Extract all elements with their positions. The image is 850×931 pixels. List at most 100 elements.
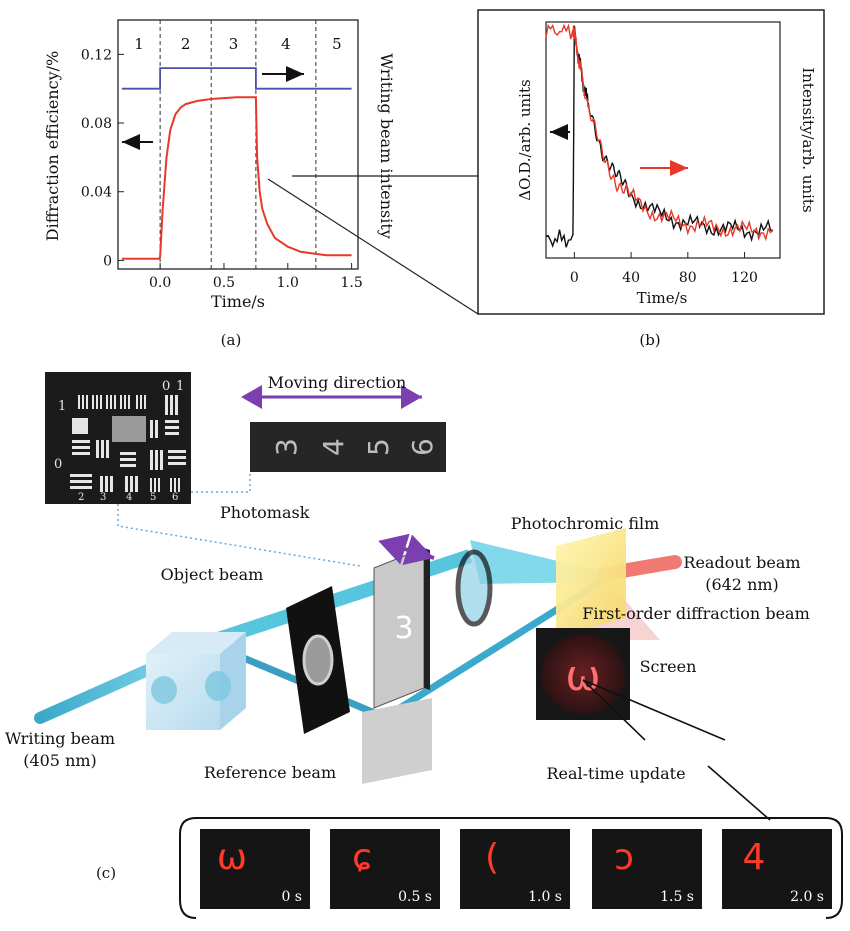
frame-background <box>460 829 570 909</box>
chart-a-series <box>121 67 352 260</box>
object-beam-label: Object beam <box>161 565 264 584</box>
photochromic-film-label: Photochromic film <box>511 514 660 533</box>
chart-a-x-ticks: 0.0 0.5 1.0 1.5 <box>149 263 363 291</box>
frame-1: ɕ 0.5 s <box>330 829 440 909</box>
frame-background <box>592 829 702 909</box>
reference-beam-label: Reference beam <box>204 763 336 782</box>
panel-label-b: (b) <box>639 331 660 349</box>
frame-time-label: 1.5 s <box>660 889 694 905</box>
photochromic-film <box>556 528 626 636</box>
screen: ω <box>536 628 630 720</box>
chart-a-frame <box>117 19 359 270</box>
sample-move-arrow <box>378 533 435 566</box>
update-connector-line <box>707 765 771 821</box>
panel-label-a: (a) <box>221 331 242 349</box>
photomask-image: 1 0 1 0 2 3 4 5 6 <box>45 372 191 504</box>
first-order-label: First-order diffraction beam <box>582 604 810 623</box>
sample-digit: 3 <box>394 611 413 646</box>
mask-digit: 2 <box>78 492 84 503</box>
chart-b-outer-frame <box>477 9 825 315</box>
frame-time-label: 1.0 s <box>528 889 562 905</box>
region-label: 4 <box>281 35 291 53</box>
sample-holder: 3 <box>373 547 430 709</box>
intensity-line <box>545 23 774 242</box>
frame-time-label: 0 s <box>281 889 302 905</box>
region-label: 1 <box>134 35 144 53</box>
y-tick-label: 0.04 <box>81 185 112 201</box>
y-tick-label: 0 <box>103 253 112 269</box>
focusing-lens <box>455 549 493 627</box>
x-tick-label: 40 <box>622 270 640 286</box>
screen-label: Screen <box>640 657 697 676</box>
frame-glyph: ɔ <box>614 837 634 878</box>
mask-digit: 4 <box>126 492 132 503</box>
mask-digit: 6 <box>172 492 178 503</box>
moving-direction-label: Moving direction <box>268 373 407 392</box>
panel-label-c: (c) <box>96 864 116 882</box>
y-tick-label: 0.08 <box>81 116 112 132</box>
chart-b-y-right-label: Intensity/arb. units <box>799 67 817 212</box>
y-tick-label: 0.12 <box>81 47 112 63</box>
frames-bracket <box>179 817 843 919</box>
reference-mirror <box>362 698 432 784</box>
zoom-line-lower <box>267 178 479 315</box>
frame-glyph: ω <box>217 837 247 878</box>
frame-glyph: ( <box>485 837 499 878</box>
strip-digit: 3 <box>270 438 303 456</box>
region-label: 3 <box>229 35 239 53</box>
frame-time-label: 0.5 s <box>398 889 432 905</box>
x-tick-label: 1.0 <box>277 275 299 291</box>
frame-time-label: 2.0 s <box>790 889 824 905</box>
x-tick-label: 0 <box>570 270 579 286</box>
diffraction-efficiency-line <box>121 96 352 260</box>
chart-b-series <box>545 23 774 248</box>
real-time-update-label: Real-time update <box>546 764 685 783</box>
chart-a-regions: 1 2 3 4 5 <box>134 20 342 269</box>
frame-0: ω 0 s <box>200 829 310 909</box>
mask-digit: 1 <box>58 399 66 414</box>
chart-b: 0 40 80 120 ΔO.D./arb. units Intensity/arb.… <box>477 9 825 349</box>
optical-setup-diagram: 1 0 1 0 2 3 4 5 6 Moving direction 3 4 5… <box>5 372 843 919</box>
strip-digit: 6 <box>406 438 439 456</box>
photomask-strip: 3 4 5 6 <box>250 422 446 472</box>
chart-a: 1 2 3 4 5 0 0.04 0.08 0.12 0.0 0.5 1.0 1.5 Diffrac… <box>43 19 396 349</box>
real-time-frames: ω 0 s ɕ 0.5 s (1.0 s ɔ 1.5 s 4 2.0 s <box>200 829 832 909</box>
chart-a-x-label: Time/s <box>211 292 265 311</box>
readout-beam-label: Readout beam <box>683 553 800 572</box>
chart-a-y-label: Diffraction efficiency/% <box>43 51 62 241</box>
mask-digit: 0 <box>54 457 62 472</box>
writing-intensity-line <box>121 67 352 90</box>
chart-a-y-right-label: Writing beam intensity <box>377 53 396 239</box>
strip-digit: 5 <box>362 438 395 456</box>
frame-4: 4 2.0 s <box>722 829 832 909</box>
screen-pointer-line-b <box>582 679 726 741</box>
readout-wavelength-label: (642 nm) <box>705 575 779 594</box>
writing-beam-label: Writing beam <box>5 729 115 748</box>
frame-3: ɔ 1.5 s <box>592 829 702 909</box>
screen-pointer-line-a <box>582 679 646 741</box>
x-tick-label: 120 <box>731 270 758 286</box>
strip-digit: 4 <box>317 438 350 456</box>
x-tick-label: 1.5 <box>340 275 362 291</box>
mask-digit: 5 <box>150 492 156 503</box>
mask-digit: 0 <box>162 379 170 394</box>
x-tick-label: 0.0 <box>149 275 171 291</box>
region-label: 2 <box>181 35 191 53</box>
chart-b-plot-frame <box>545 21 781 259</box>
frame-glyph: ɕ <box>352 837 372 878</box>
lens-holder <box>286 586 350 734</box>
chart-b-x-label: Time/s <box>637 289 688 307</box>
x-tick-label: 80 <box>679 270 697 286</box>
chart-b-x-ticks: 0 40 80 120 <box>570 252 758 286</box>
mask-to-sample-dotted-line <box>117 504 361 567</box>
mask-to-strip-dotted-line <box>191 472 251 493</box>
x-tick-label: 0.5 <box>213 275 235 291</box>
chart-a-y-ticks: 0 0.04 0.08 0.12 <box>81 47 124 269</box>
frame-glyph: 4 <box>743 837 766 878</box>
writing-wavelength-label: (405 nm) <box>23 751 97 770</box>
region-label: 5 <box>332 35 342 53</box>
mask-digit: 3 <box>100 492 106 503</box>
frame-2: (1.0 s <box>460 829 570 909</box>
frame-background <box>722 829 832 909</box>
